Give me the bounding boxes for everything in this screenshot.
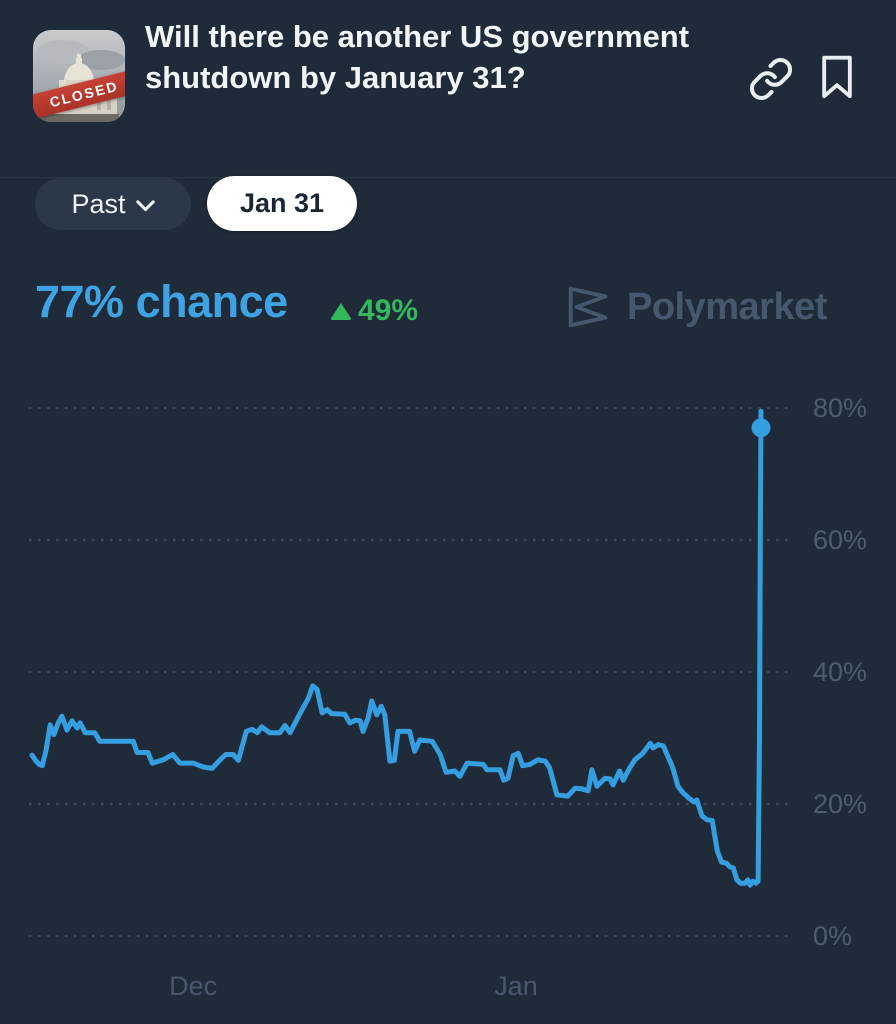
time-range-label: Past (71, 188, 126, 219)
link-icon (749, 57, 793, 101)
chevron-down-icon (135, 199, 155, 211)
polymarket-logo-icon (568, 286, 608, 328)
polymarket-wordmark: Polymarket (627, 285, 827, 328)
y-axis-tick-label: 60% (813, 525, 868, 555)
y-axis-tick-label: 80% (813, 393, 868, 423)
price-line (29, 408, 764, 888)
outcome-pill-jan31[interactable]: Jan 31 (207, 176, 357, 231)
delta-up-icon (330, 302, 352, 320)
delta-value: 49% (358, 294, 419, 327)
market-title: Will there be another US government shut… (145, 19, 690, 95)
polymarket-watermark: Polymarket (563, 282, 827, 332)
bookmark-icon (822, 55, 852, 99)
x-axis-tick-label: Dec (169, 971, 218, 1001)
outcome-pill-label: Jan 31 (239, 188, 325, 218)
time-range-dropdown[interactable]: Past (35, 178, 191, 230)
chance-value: 77% chance (35, 276, 288, 327)
y-axis-tick-label: 20% (813, 789, 868, 819)
header-divider (0, 177, 896, 178)
market-thumbnail: CLOSED (33, 30, 125, 122)
x-axis-tick-label: Jan (494, 971, 538, 1001)
y-axis-tick-label: 40% (813, 657, 868, 687)
y-axis-tick-label: 0% (813, 921, 853, 951)
delta-group: 49% (330, 294, 418, 328)
bookmark-button[interactable] (815, 51, 859, 101)
endpoint-dot (751, 418, 771, 438)
copy-link-button[interactable] (748, 56, 794, 102)
